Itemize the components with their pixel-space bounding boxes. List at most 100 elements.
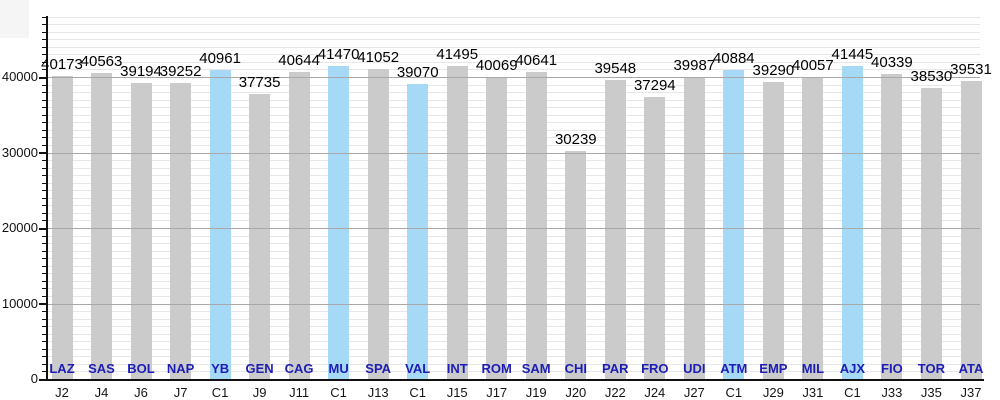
y-tick-label: 40000 [1, 69, 38, 84]
y-minor-tick [42, 197, 46, 199]
y-minor-tick [42, 265, 46, 267]
y-minor-tick [42, 311, 46, 313]
bar [644, 97, 666, 379]
grid-line-minor [48, 363, 980, 365]
grid-line-minor [48, 69, 980, 71]
y-minor-tick [42, 16, 46, 18]
grid-line-major [48, 77, 980, 78]
match-label: C1 [409, 385, 426, 400]
grid-line-major [48, 303, 980, 305]
grid-line-minor [48, 167, 980, 169]
match-label: J17 [486, 385, 508, 400]
y-major-tick [39, 152, 46, 154]
bar-value-label: 41052 [357, 49, 400, 67]
y-major-tick [39, 227, 46, 230]
bar-value-label: 40961 [199, 49, 241, 67]
y-minor-tick [42, 114, 46, 116]
y-minor-tick [42, 160, 46, 161]
bar [604, 80, 626, 379]
grid-line-minor [48, 175, 980, 177]
bar-value-label: 40563 [80, 52, 123, 70]
grid-line-minor [48, 99, 980, 101]
y-major-tick [39, 303, 46, 305]
bar-value-label: 39252 [159, 62, 202, 80]
team-label: YB [211, 361, 230, 376]
y-minor-tick [42, 220, 46, 222]
bar [446, 65, 468, 379]
match-label: J4 [94, 385, 109, 400]
bar-value-label: 40173 [41, 55, 83, 73]
bar [328, 65, 350, 379]
y-minor-tick [42, 129, 46, 131]
y-minor-tick [42, 46, 46, 48]
y-minor-tick [42, 122, 46, 124]
bar-value-label: 40339 [871, 54, 913, 72]
match-label: J37 [960, 385, 982, 400]
grid-line-minor [48, 265, 980, 267]
grid-line-minor [48, 273, 980, 275]
y-minor-tick [42, 190, 46, 192]
match-label: J6 [134, 385, 148, 400]
grid-line-minor [48, 311, 980, 313]
y-minor-tick [42, 371, 46, 373]
y-minor-tick [42, 250, 46, 252]
bar [209, 69, 231, 379]
bar-value-label: 41445 [831, 46, 874, 64]
grid-line-minor [48, 250, 980, 252]
bar [249, 94, 271, 379]
grid-line-minor [48, 258, 980, 260]
y-minor-tick [42, 273, 46, 275]
grid-line-minor [48, 348, 980, 350]
match-label: J33 [881, 385, 903, 400]
grid-line-minor [48, 39, 980, 41]
match-label: J35 [920, 385, 942, 400]
team-label: TOR [917, 361, 945, 376]
grid-line-minor [48, 243, 980, 245]
grid-line-minor [48, 182, 980, 184]
match-label: J13 [367, 385, 389, 400]
match-label: J31 [802, 385, 824, 400]
grid-line-minor [48, 371, 980, 373]
grid-line-minor [48, 114, 980, 116]
bar-value-label: 39194 [120, 63, 162, 81]
y-minor-tick [42, 363, 46, 365]
y-minor-tick [42, 333, 46, 335]
y-minor-tick [42, 54, 46, 56]
team-label: EMP [759, 361, 788, 376]
y-minor-tick [42, 167, 46, 169]
grid-line-minor [48, 356, 980, 358]
bar [960, 80, 982, 379]
team-label: AJX [839, 361, 866, 376]
bar [565, 150, 587, 379]
bar [91, 72, 112, 379]
team-label: CAG [284, 361, 314, 376]
bar [802, 76, 824, 379]
y-minor-tick [42, 107, 46, 109]
team-label: GEN [245, 361, 274, 376]
grid-line-minor [48, 24, 980, 26]
team-label: CHI [564, 361, 587, 376]
y-minor-tick [42, 24, 46, 26]
corner-artifact-box [0, 0, 29, 38]
bar [130, 83, 152, 379]
y-axis-line [46, 16, 48, 381]
y-minor-tick [42, 326, 46, 328]
bar [486, 76, 508, 379]
y-tick-label: 0 [30, 371, 38, 386]
bar-value-label: 40057 [792, 56, 834, 74]
bar-value-label: 39548 [594, 60, 637, 78]
bar-value-label: 41470 [317, 45, 360, 63]
y-minor-tick [42, 92, 46, 94]
y-minor-tick [42, 205, 46, 207]
y-minor-tick [42, 182, 46, 184]
y-tick-label: 20000 [1, 220, 38, 235]
bar [762, 82, 784, 379]
y-tick-label: 30000 [1, 144, 38, 160]
bar [920, 88, 942, 379]
team-label: BOL [127, 361, 155, 376]
team-label: ROM [481, 361, 512, 376]
team-label: SAS [88, 361, 115, 376]
x-axis-line [40, 379, 984, 381]
y-minor-tick [42, 61, 46, 63]
bar-value-label: 40641 [515, 52, 558, 70]
